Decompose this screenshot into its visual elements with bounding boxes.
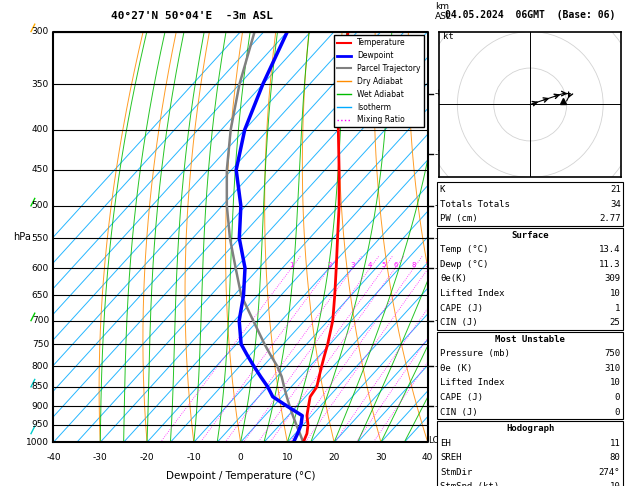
Text: 800: 800 [31,362,49,371]
Text: SREH: SREH [440,453,462,462]
Text: θe (K): θe (K) [440,364,472,373]
Text: 750: 750 [31,340,49,348]
Text: Lifted Index: Lifted Index [440,379,505,387]
Text: 1: 1 [615,304,620,312]
Text: -1: -1 [435,402,443,411]
Text: 950: 950 [31,420,49,429]
Text: 25: 25 [610,318,620,327]
Text: Pressure (mb): Pressure (mb) [440,349,510,358]
Text: -7: -7 [435,150,443,159]
Text: CIN (J): CIN (J) [440,408,478,417]
Text: 11.3: 11.3 [599,260,620,269]
Text: 10: 10 [282,452,293,462]
Text: 900: 900 [31,402,49,411]
Text: 10: 10 [610,483,620,486]
Text: 309: 309 [604,275,620,283]
Text: 80: 80 [610,453,620,462]
Text: 3: 3 [350,262,355,268]
Legend: Temperature, Dewpoint, Parcel Trajectory, Dry Adiabat, Wet Adiabat, Isotherm, Mi: Temperature, Dewpoint, Parcel Trajectory… [335,35,424,127]
Text: -8: -8 [435,89,443,98]
Text: 310: 310 [604,364,620,373]
Text: 21: 21 [610,185,621,194]
Text: 650: 650 [31,291,49,300]
Text: -10: -10 [186,452,201,462]
Text: 850: 850 [31,382,49,391]
Text: CAPE (J): CAPE (J) [440,393,483,402]
Text: 10: 10 [424,262,433,268]
Text: Temp (°C): Temp (°C) [440,245,489,254]
Text: 2.77: 2.77 [599,214,621,223]
Text: -30: -30 [93,452,108,462]
Text: Most Unstable: Most Unstable [495,335,565,344]
Text: 500: 500 [31,201,49,210]
Text: StmSpd (kt): StmSpd (kt) [440,483,499,486]
Text: 1: 1 [289,262,294,268]
Text: Hodograph: Hodograph [506,424,554,433]
Text: 5: 5 [382,262,386,268]
Text: 550: 550 [31,234,49,243]
Text: 13.4: 13.4 [599,245,620,254]
Text: 400: 400 [32,125,49,134]
Text: 6: 6 [393,262,398,268]
Text: LCL: LCL [428,436,443,445]
Text: 8: 8 [411,262,416,268]
Text: 0: 0 [615,408,620,417]
Text: -6: -6 [435,201,443,210]
Text: CAPE (J): CAPE (J) [440,304,483,312]
Text: 450: 450 [32,165,49,174]
Text: -5: -5 [435,234,443,243]
Text: -2: -2 [435,362,443,371]
Text: hPa: hPa [13,232,31,242]
Text: 10: 10 [610,289,620,298]
Text: 11: 11 [610,439,620,448]
Text: 10: 10 [610,379,620,387]
Text: 300: 300 [31,27,49,36]
Text: -3: -3 [435,316,443,325]
Text: Dewpoint / Temperature (°C): Dewpoint / Temperature (°C) [166,471,315,481]
Text: θe(K): θe(K) [440,275,467,283]
Text: Dewp (°C): Dewp (°C) [440,260,489,269]
Text: 350: 350 [31,80,49,88]
Text: K: K [440,185,445,194]
Text: PW (cm): PW (cm) [440,214,477,223]
Text: 750: 750 [604,349,620,358]
Text: Lifted Index: Lifted Index [440,289,505,298]
Text: 34: 34 [610,200,621,208]
Text: -4: -4 [435,263,443,273]
Text: 20: 20 [328,452,340,462]
Text: 4: 4 [368,262,372,268]
Text: 0: 0 [238,452,243,462]
Text: Surface: Surface [511,231,549,240]
Text: Mixing Ratio (g/kg): Mixing Ratio (g/kg) [464,227,474,312]
Text: kt: kt [443,32,454,41]
Text: 1000: 1000 [26,438,49,447]
Text: © weatheronline.co.uk: © weatheronline.co.uk [474,474,587,484]
Text: Totals Totals: Totals Totals [440,200,509,208]
Text: StmDir: StmDir [440,468,472,477]
Text: 04.05.2024  06GMT  (Base: 06): 04.05.2024 06GMT (Base: 06) [445,10,615,20]
Text: km
ASL: km ASL [435,2,452,21]
Text: -40: -40 [46,452,61,462]
Text: 40°27'N 50°04'E  -3m ASL: 40°27'N 50°04'E -3m ASL [111,11,273,21]
Text: 2: 2 [327,262,331,268]
Text: CIN (J): CIN (J) [440,318,478,327]
Text: 30: 30 [375,452,387,462]
Text: 274°: 274° [599,468,620,477]
Text: 700: 700 [31,316,49,325]
Text: EH: EH [440,439,451,448]
Text: -20: -20 [140,452,154,462]
Text: 0: 0 [615,393,620,402]
Text: 600: 600 [31,263,49,273]
Text: 40: 40 [422,452,433,462]
